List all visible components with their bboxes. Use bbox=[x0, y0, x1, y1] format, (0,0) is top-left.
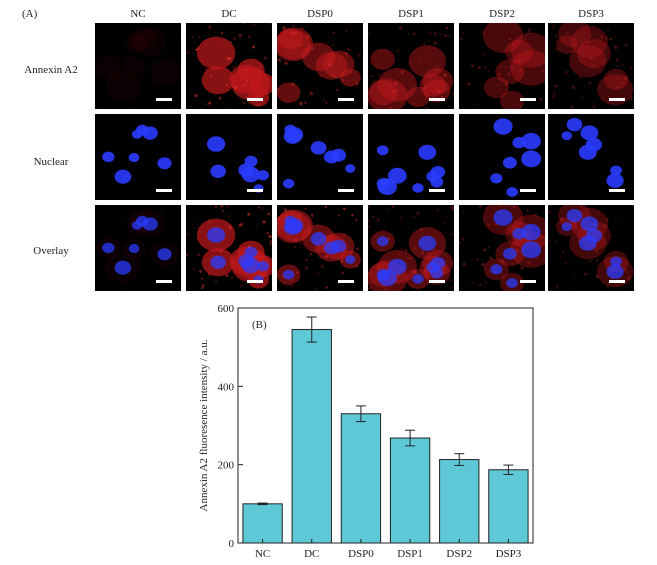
micrograph-nuclear-dsp3 bbox=[548, 114, 634, 200]
x-tick-label: DSP3 bbox=[496, 548, 522, 560]
scale-bar bbox=[156, 280, 172, 283]
y-tick-label: 400 bbox=[218, 381, 235, 393]
column-header-dsp2: DSP2 bbox=[489, 8, 515, 20]
scale-bar bbox=[338, 189, 354, 192]
plot-frame bbox=[237, 307, 534, 544]
scale-bar bbox=[247, 280, 263, 283]
scale-bar bbox=[429, 189, 445, 192]
scale-bar bbox=[156, 189, 172, 192]
micrograph-nuclear-dc bbox=[186, 114, 272, 200]
x-tick-label: DSP1 bbox=[397, 548, 423, 560]
bar-nc bbox=[242, 503, 283, 544]
y-tick-label: 0 bbox=[229, 538, 235, 550]
x-tick-label: NC bbox=[255, 548, 270, 560]
row-label-annexin: Annexin A2 bbox=[24, 64, 78, 76]
micrograph-annexin-a2-dsp2 bbox=[459, 23, 545, 109]
micrograph-annexin-a2-dc bbox=[186, 23, 272, 109]
bar-dsp0 bbox=[340, 413, 382, 544]
micrograph-annexin-a2-dsp1 bbox=[368, 23, 454, 109]
y-tick-label: 600 bbox=[218, 303, 235, 315]
micrograph-overlay-dsp2 bbox=[459, 205, 545, 291]
scale-bar bbox=[609, 280, 625, 283]
micrograph-nuclear-dsp1 bbox=[368, 114, 454, 200]
micrograph-overlay-dsp3 bbox=[548, 205, 634, 291]
scale-bar bbox=[609, 98, 625, 101]
bar-dsp1 bbox=[389, 437, 431, 544]
micrograph-overlay-dsp0 bbox=[277, 205, 363, 291]
micrograph-nuclear-dsp0 bbox=[277, 114, 363, 200]
y-axis-label: Annexin A2 fluoresence intensity / a.u. bbox=[198, 339, 210, 511]
scale-bar bbox=[429, 98, 445, 101]
scale-bar bbox=[520, 280, 536, 283]
bar-dsp3 bbox=[488, 469, 529, 544]
bar-dc bbox=[291, 329, 332, 544]
x-tick-label: DC bbox=[304, 548, 319, 560]
column-header-dc: DC bbox=[221, 8, 237, 20]
row-label-nuclear: Nuclear bbox=[33, 156, 69, 168]
column-header-dsp1: DSP1 bbox=[398, 8, 424, 20]
micrograph-overlay-dc bbox=[186, 205, 272, 291]
scale-bar bbox=[247, 98, 263, 101]
scale-bar bbox=[429, 280, 445, 283]
micrograph-annexin-a2-nc bbox=[95, 23, 181, 109]
x-tick-label: DSP0 bbox=[348, 548, 374, 560]
scale-bar bbox=[338, 280, 354, 283]
column-header-dsp0: DSP0 bbox=[307, 8, 333, 20]
micrograph-nuclear-dsp2 bbox=[459, 114, 545, 200]
scale-bar bbox=[609, 189, 625, 192]
panel-a-label: (A) bbox=[22, 8, 38, 20]
y-tick-label: 200 bbox=[218, 460, 235, 472]
scale-bar bbox=[520, 98, 536, 101]
bar-dsp2 bbox=[439, 459, 480, 544]
micrograph-nuclear-nc bbox=[95, 114, 181, 200]
micrograph-overlay-nc bbox=[95, 205, 181, 291]
scale-bar bbox=[247, 189, 263, 192]
micrograph-annexin-a2-dsp3 bbox=[548, 23, 634, 109]
row-label-overlay: Overlay bbox=[33, 245, 69, 257]
scale-bar bbox=[156, 98, 172, 101]
column-header-dsp3: DSP3 bbox=[578, 8, 604, 20]
micrograph-overlay-dsp1 bbox=[368, 205, 454, 291]
x-tick-label: DSP2 bbox=[446, 548, 472, 560]
scale-bar bbox=[520, 189, 536, 192]
micrograph-annexin-a2-dsp0 bbox=[277, 23, 363, 109]
column-header-nc: NC bbox=[130, 8, 146, 20]
panel-b-label: (B) bbox=[252, 319, 267, 331]
scale-bar bbox=[338, 98, 354, 101]
